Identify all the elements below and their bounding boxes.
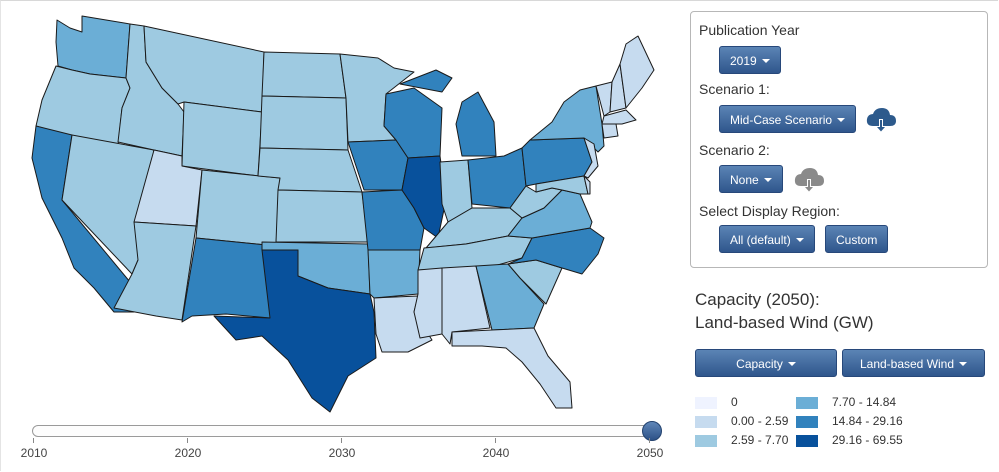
settings-panel: Publication Year 2019 Scenario 1: Mid-Ca… (690, 11, 988, 268)
state-SD[interactable] (259, 95, 349, 151)
legend-label: 2.59 - 7.70 (731, 433, 789, 447)
state-CO[interactable] (195, 169, 281, 247)
publication-year-value: 2019 (730, 54, 757, 68)
state-DE[interactable] (583, 175, 591, 195)
chevron-down-icon (761, 59, 770, 63)
tick-2020: 2020 (168, 438, 208, 460)
legend-swatch (796, 435, 818, 447)
slider-handle[interactable] (642, 421, 662, 441)
cloud-download-icon[interactable] (865, 106, 897, 136)
state-MI[interactable] (399, 69, 497, 157)
state-CT[interactable] (601, 123, 619, 139)
state-FL[interactable] (451, 327, 573, 409)
state-NJ[interactable] (583, 137, 599, 179)
custom-region-button[interactable]: Custom (825, 225, 889, 253)
region-value: All (default) (730, 233, 791, 247)
legend-swatch (796, 397, 818, 409)
scenario2-value: None (730, 173, 759, 187)
state-ND[interactable] (261, 51, 347, 99)
state-MA[interactable] (601, 109, 637, 125)
state-NC[interactable] (507, 227, 605, 275)
tick-2030: 2030 (322, 438, 362, 460)
chevron-down-icon (787, 362, 796, 366)
legend-label: 0 (731, 395, 738, 409)
chevron-down-icon (959, 362, 968, 366)
publication-year-label: Publication Year (699, 22, 800, 38)
cloud-download-disabled-icon (794, 168, 824, 193)
scenario2-dropdown[interactable]: None (719, 165, 783, 193)
legend-swatch (695, 416, 717, 428)
legend-label: 0.00 - 2.59 (731, 414, 789, 428)
legend-swatch (695, 435, 717, 447)
legend-label: 29.16 - 69.55 (832, 433, 903, 447)
tick-2040: 2040 (476, 438, 516, 460)
state-MS[interactable] (413, 267, 443, 339)
state-TX[interactable] (213, 249, 377, 413)
legend-label: 14.84 - 29.16 (832, 414, 903, 428)
slider-track[interactable] (32, 425, 652, 437)
scenario1-dropdown[interactable]: Mid-Case Scenario (719, 105, 857, 133)
tick-2050: 2050 (630, 438, 670, 460)
state-AR[interactable] (367, 249, 421, 299)
us-map[interactable] (22, 12, 682, 417)
chevron-down-icon (795, 238, 804, 242)
chevron-down-icon (837, 118, 846, 122)
map-legend: 0 0.00 - 2.59 2.59 - 7.70 7.70 - 14.84 1… (695, 395, 995, 455)
technology-dropdown[interactable]: Land-based Wind (842, 349, 985, 377)
tick-2010: 2010 (14, 438, 54, 460)
publication-year-dropdown[interactable]: 2019 (719, 46, 781, 74)
scenario2-label: Scenario 2: (699, 142, 770, 158)
map-title-line2: Land-based Wind (GW) (695, 313, 874, 332)
metric-dropdown[interactable]: Capacity (695, 349, 837, 377)
scenario1-value: Mid-Case Scenario (730, 113, 833, 127)
legend-label: 7.70 - 14.84 (832, 395, 897, 409)
map-title-line1: Capacity (2050): (695, 290, 820, 309)
chevron-down-icon (763, 178, 772, 182)
legend-swatch (796, 416, 818, 428)
state-AZ[interactable] (113, 221, 197, 321)
scenario1-label: Scenario 1: (699, 81, 770, 97)
state-KS[interactable] (275, 189, 369, 243)
metric-value: Capacity (736, 357, 783, 371)
region-label: Select Display Region: (699, 203, 840, 219)
technology-value: Land-based Wind (859, 357, 955, 371)
legend-swatch (695, 397, 717, 409)
region-dropdown[interactable]: All (default) (719, 225, 815, 253)
state-WY[interactable] (181, 101, 263, 177)
year-slider[interactable]: 2010 2020 2030 2040 2050 (21, 420, 663, 468)
state-ME[interactable] (619, 35, 655, 109)
